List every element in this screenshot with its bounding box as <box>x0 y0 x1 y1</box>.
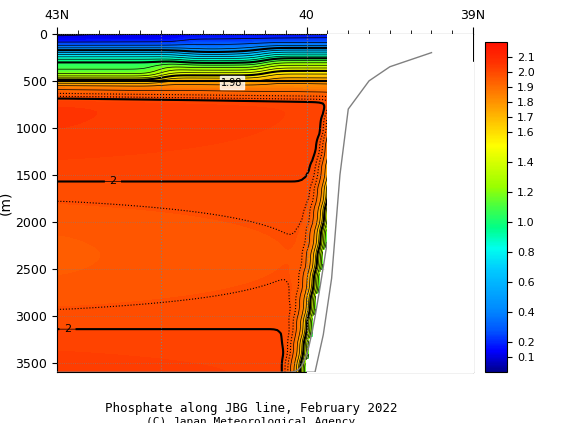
Y-axis label: (m): (m) <box>0 191 13 215</box>
Text: (C) Japan Meteorological Agency: (C) Japan Meteorological Agency <box>146 417 356 423</box>
Text: 2: 2 <box>109 176 116 187</box>
Polygon shape <box>327 34 473 372</box>
Text: Phosphate along JBG line, February 2022: Phosphate along JBG line, February 2022 <box>104 402 397 415</box>
Text: 2: 2 <box>64 324 71 334</box>
Text: 1.98: 1.98 <box>221 78 242 88</box>
